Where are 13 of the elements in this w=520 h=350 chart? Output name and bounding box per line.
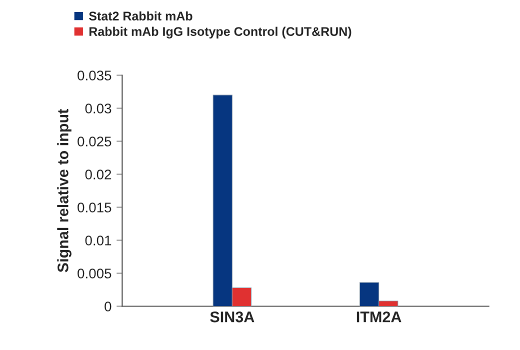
y-tick-label: 0.025 <box>78 136 112 146</box>
legend-label: Stat2 Rabbit mAb <box>89 11 192 20</box>
y-tick-label: 0.02 <box>85 170 112 180</box>
legend-label: Rabbit mAb IgG Isotype Control (CUT&RUN) <box>89 26 352 38</box>
y-axis-title: Signal relative to input <box>57 109 72 272</box>
y-tick-label: 0.01 <box>85 236 112 246</box>
y-tick-label: 0 <box>104 302 112 312</box>
y-tick-label: 0.015 <box>78 202 112 212</box>
x-tick-label: ITM2A <box>356 312 402 322</box>
y-tick-label: 0.035 <box>78 70 112 80</box>
x-tick-label: SIN3A <box>210 312 254 322</box>
y-tick-label: 0.005 <box>78 268 112 278</box>
y-tick-label: 0.03 <box>85 104 112 114</box>
